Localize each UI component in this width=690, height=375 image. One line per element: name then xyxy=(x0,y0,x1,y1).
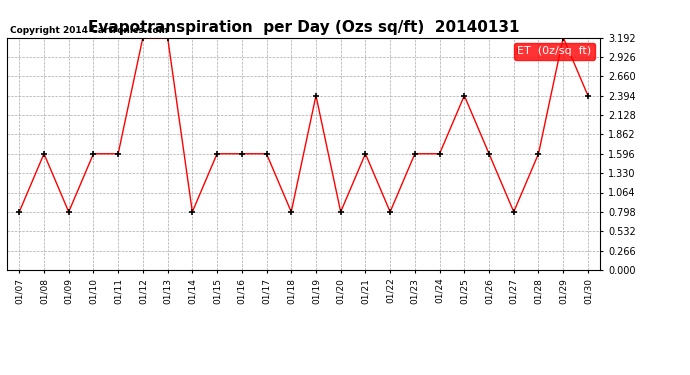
Text: Copyright 2014 Cartronics.com: Copyright 2014 Cartronics.com xyxy=(10,26,168,35)
Legend: ET  (0z/sq  ft): ET (0z/sq ft) xyxy=(514,43,595,60)
Title: Evapotranspiration  per Day (Ozs sq/ft)  20140131: Evapotranspiration per Day (Ozs sq/ft) 2… xyxy=(88,20,520,35)
